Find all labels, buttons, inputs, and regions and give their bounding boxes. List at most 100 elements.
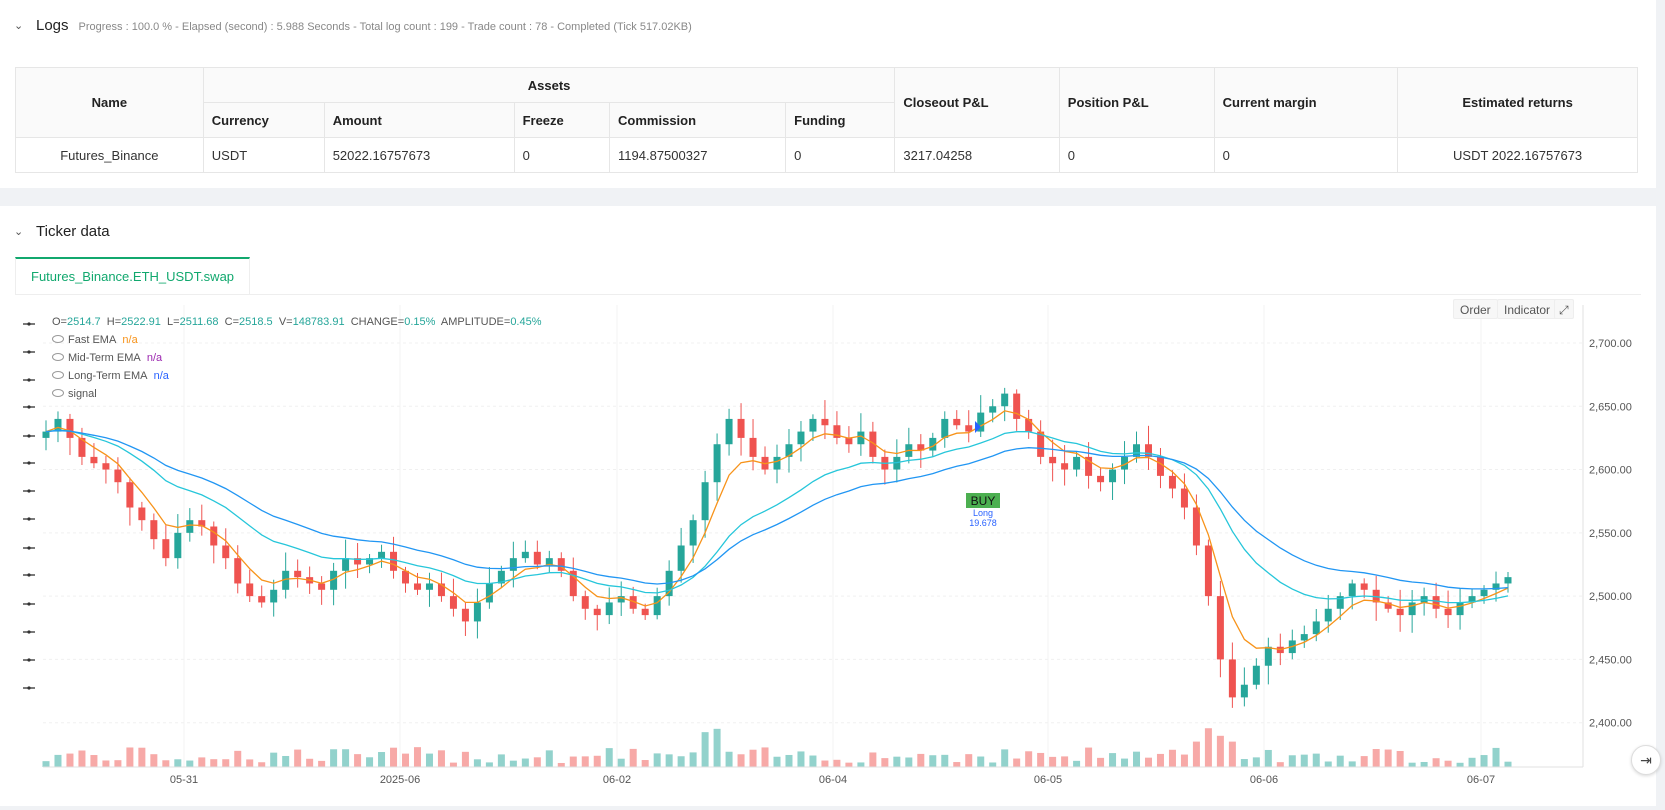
cell-funding: 0 xyxy=(785,137,896,173)
volume-bar xyxy=(1133,751,1141,767)
legend-fast-ema[interactable]: Fast EMA n/a xyxy=(52,334,138,346)
legend-signal[interactable]: signal xyxy=(52,388,97,400)
candle-body xyxy=(1492,583,1500,590)
volume-bar xyxy=(881,758,889,767)
col-amount: Amount xyxy=(323,102,515,138)
volume-bar xyxy=(473,759,481,767)
tab-divider xyxy=(15,294,1641,295)
volume-bar xyxy=(378,752,386,767)
candle-body xyxy=(402,570,410,584)
volume-bar xyxy=(509,760,517,767)
drawing-tool-icon[interactable] xyxy=(23,434,35,438)
volume-bar xyxy=(425,753,433,767)
candle-body xyxy=(917,444,925,451)
legend-long-ema[interactable]: Long-Term EMA n/a xyxy=(52,370,169,382)
candle-body xyxy=(461,608,469,622)
fullscreen-icon[interactable]: ⤢ xyxy=(1554,299,1574,319)
x-tick-label: 06-02 xyxy=(603,774,631,786)
tool-dot xyxy=(27,686,31,690)
volume-bar xyxy=(1300,754,1308,767)
ticker-panel: ⌄ Ticker data Futures_Binance.ETH_USDT.s… xyxy=(0,206,1656,806)
volume-bar xyxy=(821,760,829,767)
logs-panel: ⌄ Logs Progress : 100.0 % - Elapsed (sec… xyxy=(0,0,1656,188)
col-position-pnl: Position P&L xyxy=(1058,67,1215,138)
drawing-tool-icon[interactable] xyxy=(23,461,35,465)
volume-bar xyxy=(150,754,158,767)
ticker-header[interactable]: ⌄ Ticker data xyxy=(14,223,110,240)
drawing-tool-icon[interactable] xyxy=(23,602,35,606)
drawing-tool-icon[interactable] xyxy=(23,405,35,409)
fast-ema-line xyxy=(45,410,1509,651)
volume-bar xyxy=(449,762,457,767)
drawing-tool-icon[interactable] xyxy=(23,686,35,690)
drawing-tool-icon[interactable] xyxy=(23,489,35,493)
cell-estimated-returns: USDT 2022.16757673 xyxy=(1397,137,1638,173)
candle-body xyxy=(509,558,517,571)
order-button[interactable]: Order xyxy=(1453,299,1498,319)
candle-body xyxy=(1348,583,1356,597)
volume-bar xyxy=(1456,762,1464,767)
volume-bar xyxy=(282,755,290,767)
col-current-margin: Current margin xyxy=(1213,67,1399,138)
eye-icon[interactable] xyxy=(52,371,64,379)
drawing-tool-icon[interactable] xyxy=(23,322,35,326)
volume-bar xyxy=(1061,756,1069,767)
candle-body xyxy=(785,444,793,457)
chevron-down-icon[interactable]: ⌄ xyxy=(14,226,24,238)
tab-eth-usdt-swap[interactable]: Futures_Binance.ETH_USDT.swap xyxy=(15,257,251,294)
volume-bar xyxy=(941,754,949,767)
drawing-tool-icon[interactable] xyxy=(23,573,35,577)
scroll-to-latest-icon[interactable]: ⇥ xyxy=(1631,745,1661,775)
logs-header[interactable]: ⌄ Logs Progress : 100.0 % - Elapsed (sec… xyxy=(14,17,692,34)
volume-bar xyxy=(965,754,973,767)
volume-bar xyxy=(689,752,697,767)
volume-bar xyxy=(402,753,410,767)
eye-icon[interactable] xyxy=(52,335,64,343)
volume-bar xyxy=(90,755,98,767)
candle-body xyxy=(989,406,997,413)
ema-lines xyxy=(45,410,1509,651)
drawing-tool-icon[interactable] xyxy=(23,350,35,354)
tool-dot xyxy=(27,630,31,634)
candle-body xyxy=(593,608,601,616)
volume-bar xyxy=(1156,753,1164,767)
legend-mid-ema[interactable]: Mid-Term EMA n/a xyxy=(52,352,162,364)
volume-bar xyxy=(342,749,350,767)
volume-bar xyxy=(893,756,901,767)
candle-body xyxy=(126,482,134,508)
candle-body xyxy=(198,520,206,527)
candle-body xyxy=(1180,488,1188,508)
candle-body xyxy=(1109,469,1117,483)
candle-body xyxy=(1336,596,1344,609)
chevron-down-icon[interactable]: ⌄ xyxy=(14,20,24,32)
volume-bar xyxy=(521,758,529,767)
volume-bar xyxy=(1085,747,1093,767)
candle-body xyxy=(366,558,374,565)
volume-bar xyxy=(270,752,278,767)
indicator-button[interactable]: Indicator xyxy=(1497,299,1558,319)
drawing-tool-icon[interactable] xyxy=(23,630,35,634)
candle-body xyxy=(1240,684,1248,698)
volume-bar xyxy=(1252,757,1260,767)
candle-body xyxy=(425,583,433,590)
eye-icon[interactable] xyxy=(52,353,64,361)
drawing-tool-icon[interactable] xyxy=(23,517,35,521)
drawing-tool-icon[interactable] xyxy=(23,378,35,382)
y-tick-label: 2,700.00 xyxy=(1589,338,1632,350)
tool-dot xyxy=(27,378,31,382)
candle-body xyxy=(1097,475,1105,483)
eye-icon[interactable] xyxy=(52,389,64,397)
volume-bar xyxy=(989,762,997,767)
volume-bar xyxy=(246,759,254,767)
candle-body xyxy=(1192,507,1200,546)
drawing-tool-icon[interactable] xyxy=(23,546,35,550)
volume-bar xyxy=(497,754,505,767)
volume-bar xyxy=(437,750,445,767)
volume-bar xyxy=(1396,750,1404,767)
volume-bar xyxy=(126,747,134,767)
drawing-tool-icon[interactable] xyxy=(23,658,35,662)
volume-bar xyxy=(569,756,577,767)
candle-body xyxy=(413,583,421,590)
tool-dot xyxy=(27,405,31,409)
